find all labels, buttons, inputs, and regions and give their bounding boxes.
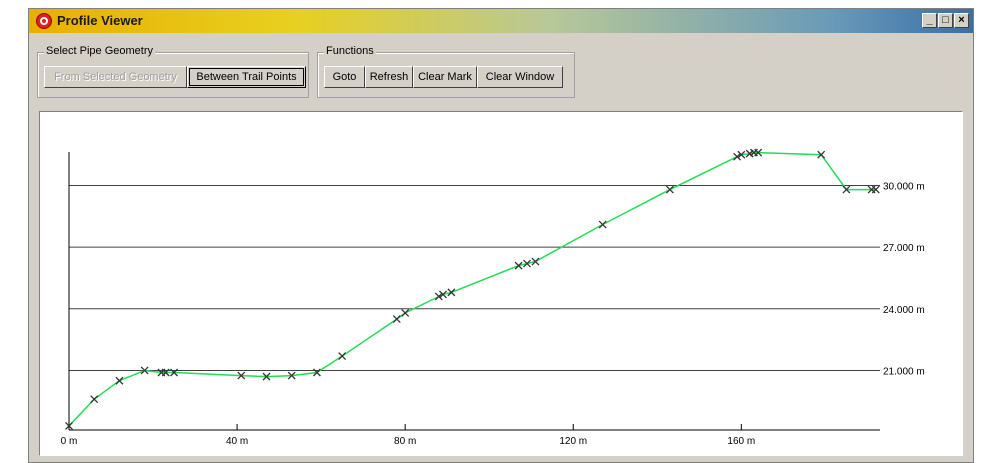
goto-button[interactable]: Goto [324,66,365,88]
data-point-marker [140,366,149,375]
data-point-marker [237,371,246,380]
clear-window-button[interactable]: Clear Window [477,66,563,88]
data-point-marker [401,308,410,317]
data-point-marker [447,288,456,297]
title-bar[interactable]: Profile Viewer _ □ × [29,9,973,33]
data-point-marker [392,315,401,324]
x-tick-label: 160 m [727,436,755,447]
data-point-marker [531,257,540,266]
data-point-marker [434,292,443,301]
y-axis-label: 30.000 m [883,181,925,192]
select-pipe-geometry-group: Select Pipe Geometry From Selected Geome… [37,45,309,98]
data-point-marker [115,376,124,385]
profile-viewer-window: Profile Viewer _ □ × Select Pipe Geometr… [28,8,974,463]
y-axis-label: 24.000 m [883,305,925,316]
maximize-button[interactable]: □ [938,13,953,28]
app-icon [36,13,52,29]
x-tick-label: 40 m [226,436,248,447]
from-selected-geometry-button[interactable]: From Selected Geometry [44,66,187,88]
data-point-marker [287,371,296,380]
profile-plot-area[interactable]: 30.000 m 27.000 m 24.000 m 21.000 m 0 m 40 m 8… [39,111,963,456]
x-tick-label: 80 m [394,436,416,447]
data-point-marker [514,261,523,270]
x-tick-label: 120 m [559,436,587,447]
x-tick-label: 0 m [61,436,78,447]
profile-line [68,151,876,427]
data-point-marker [817,150,826,159]
close-button[interactable]: × [954,13,969,28]
y-axis-label: 27.000 m [883,243,925,254]
data-point-marker [737,150,746,159]
data-point-marker [665,185,674,194]
select-pipe-geometry-label: Select Pipe Geometry [44,45,155,57]
data-point-marker [170,368,179,377]
y-axis-label: 21.000 m [883,366,925,377]
data-point-marker [262,372,271,381]
profile-chart: 30.000 m 27.000 m 24.000 m 21.000 m 0 m 40 m 8… [61,148,925,447]
data-point-marker [842,185,851,194]
data-point-marker [754,148,763,157]
functions-label: Functions [324,45,376,57]
data-point-marker [439,290,447,299]
clear-mark-button[interactable]: Clear Mark [413,66,477,88]
window-title: Profile Viewer [57,13,143,28]
data-point-marker [338,352,347,361]
functions-group: Functions Goto Refresh Clear Mark Clear … [317,45,575,98]
minimize-button[interactable]: _ [922,13,937,28]
between-trail-points-button[interactable]: Between Trail Points [187,66,306,88]
data-point-marker [598,220,607,229]
refresh-button[interactable]: Refresh [365,66,413,88]
data-point-marker [90,395,99,404]
data-point-marker [65,421,73,430]
data-point-marker [523,259,531,268]
data-point-marker [312,368,321,377]
data-point-marker [733,152,742,161]
data-point-marker [871,185,880,194]
data-point-marker [161,368,170,377]
